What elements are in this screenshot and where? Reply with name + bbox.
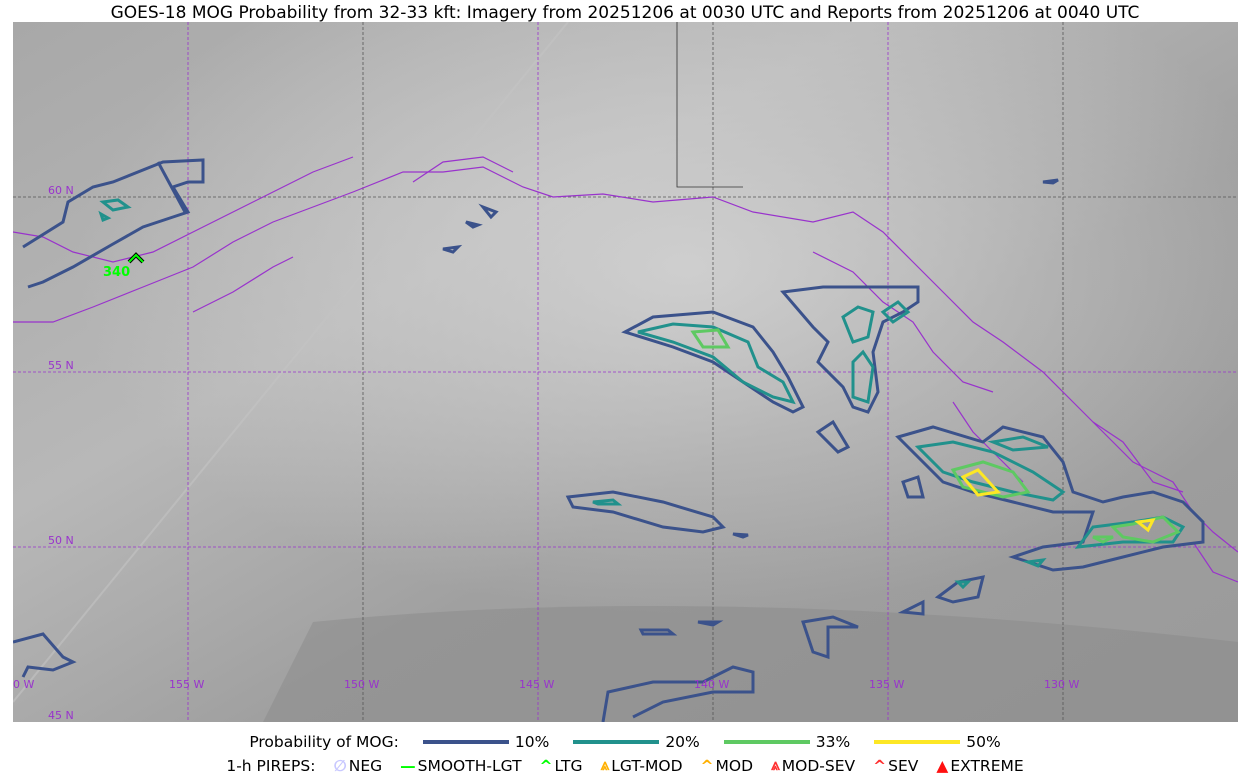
svg-text:130 W: 130 W	[1044, 678, 1079, 691]
svg-text:160 W: 160 W	[13, 678, 34, 691]
contrail	[13, 22, 569, 703]
ltg-icon: ^	[539, 756, 553, 775]
pirep-neg-label: NEG	[348, 756, 383, 775]
svg-text:135 W: 135 W	[869, 678, 904, 691]
mog-contours-50	[960, 468, 1156, 533]
mod-sev-icon: ⩓	[771, 756, 780, 774]
svg-text:150 W: 150 W	[344, 678, 379, 691]
level-20-line	[573, 740, 660, 744]
lon-labels: 160 W 155 W 150 W 145 W 140 W 135 W 130 …	[13, 678, 1079, 691]
pirep-extreme-label: EXTREME	[950, 756, 1024, 775]
pirep-smooth-lgt-label: SMOOTH-LGT	[417, 756, 522, 775]
satellite-map[interactable]: 60 N 55 N 50 N 45 N 160 W 155 W 150 W 14…	[13, 22, 1238, 722]
svg-text:145 W: 145 W	[519, 678, 554, 691]
level-10-line	[422, 740, 509, 744]
level-20-label: 20%	[665, 733, 700, 751]
mod-icon: ^	[700, 756, 714, 775]
svg-text:55 N: 55 N	[48, 359, 74, 372]
smooth-lgt-icon: —	[400, 756, 416, 775]
svg-text:50 N: 50 N	[48, 534, 74, 547]
chevron-up-icon-fill	[128, 253, 144, 263]
border-line	[676, 22, 743, 188]
lgt-mod-icon: ⩓	[600, 756, 610, 774]
pirep-ltg[interactable]: 340	[103, 252, 145, 280]
svg-text:60 N: 60 N	[48, 184, 74, 197]
level-50-line	[874, 740, 961, 744]
probability-legend: Probability of MOG: 10% 20% 33% 50%	[0, 733, 1250, 751]
pirep-sev-label: SEV	[888, 756, 919, 775]
pirep-lgt-mod-label: LGT-MOD	[611, 756, 683, 775]
dark-band	[263, 606, 1238, 722]
level-50-label: 50%	[966, 733, 1001, 751]
pirep-ltg-label: LTG	[554, 756, 583, 775]
pirep-altitude: 340	[103, 265, 130, 280]
pirep-legend: 1-h PIREPS: ∅ NEG — SMOOTH-LGT ^ LTG ⩓ LGT-M…	[0, 756, 1250, 775]
pirep-mod-label: MOD	[715, 756, 754, 775]
level-10-label: 10%	[514, 733, 550, 751]
probability-legend-title: Probability of MOG:	[249, 733, 399, 751]
mog-contours-10	[13, 158, 1205, 722]
lat-labels: 60 N 55 N 50 N 45 N	[48, 184, 74, 722]
svg-text:45 N: 45 N	[48, 709, 74, 722]
sev-icon: ^	[873, 756, 887, 775]
chart-title: GOES-18 MOG Probability from 32-33 kft: …	[110, 3, 1140, 23]
pirep-legend-title: 1-h PIREPS:	[226, 756, 316, 775]
level-33-label: 33%	[815, 733, 851, 751]
level-33-line	[723, 740, 810, 744]
svg-text:140 W: 140 W	[694, 678, 729, 691]
neg-icon: ∅	[333, 756, 347, 775]
extreme-icon: ▲	[936, 756, 949, 775]
pirep-mod-sev-label: MOD-SEV	[781, 756, 856, 775]
svg-text:155 W: 155 W	[169, 678, 204, 691]
mog-contours-33	[690, 328, 1181, 544]
